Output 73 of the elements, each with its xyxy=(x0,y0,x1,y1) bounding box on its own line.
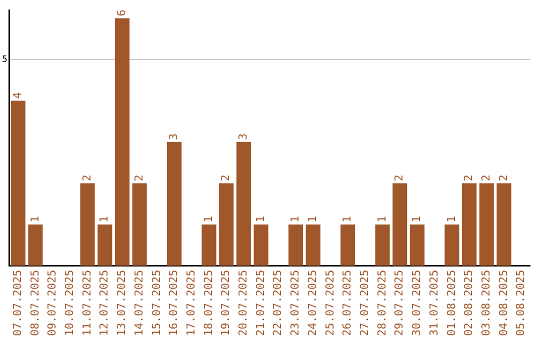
data-label: 6 xyxy=(115,10,128,16)
x-tick-label: 19.07.2025 xyxy=(219,270,232,336)
bar xyxy=(132,183,147,266)
data-label: 4 xyxy=(10,92,24,99)
bar xyxy=(219,183,234,266)
x-tick-label: 08.07.2025 xyxy=(28,270,42,336)
bar xyxy=(166,142,182,266)
x-tick-label: 28.07.2025 xyxy=(375,270,388,336)
bar xyxy=(98,224,112,266)
data-label: 2 xyxy=(479,174,492,182)
data-label: 1 xyxy=(306,216,319,223)
x-tick-label: 30.07.2025 xyxy=(410,270,424,336)
y-tick-label: 5 xyxy=(2,54,8,65)
data-label: 2 xyxy=(392,174,406,182)
data-label: 2 xyxy=(80,174,94,182)
x-tick-label: 10.07.2025 xyxy=(63,270,76,336)
bar xyxy=(10,100,26,266)
x-tick-label: 21.07.2025 xyxy=(254,270,267,336)
bar xyxy=(114,18,130,266)
x-tick-label: 13.07.2025 xyxy=(115,270,128,336)
bar xyxy=(444,224,460,266)
data-label: 1 xyxy=(288,216,302,223)
data-label: 3 xyxy=(236,133,250,140)
x-tick-label: 09.07.2025 xyxy=(46,270,59,336)
x-tick-label: 05.08.2025 xyxy=(514,270,528,336)
bar xyxy=(462,183,477,266)
x-tick-label: 23.07.2025 xyxy=(288,270,302,336)
x-tick-label: 22.07.2025 xyxy=(271,270,284,336)
x-tick-label: 12.07.2025 xyxy=(98,270,111,336)
x-tick-label: 02.08.2025 xyxy=(462,270,476,336)
data-label: 1 xyxy=(98,216,111,223)
data-label: 1 xyxy=(375,216,388,223)
data-label: 2 xyxy=(132,174,146,182)
bar xyxy=(236,142,251,266)
data-label: 1 xyxy=(254,216,267,223)
bar xyxy=(375,224,390,266)
x-tick-label: 11.07.2025 xyxy=(80,270,94,336)
bar xyxy=(479,183,494,266)
x-tick-label: 25.07.2025 xyxy=(323,270,336,336)
data-label: 3 xyxy=(167,133,180,140)
bar xyxy=(496,183,512,266)
x-tick-label: 31.07.2025 xyxy=(427,270,440,336)
x-tick-label: 17.07.2025 xyxy=(184,270,198,336)
x-tick-label: 18.07.2025 xyxy=(202,270,215,336)
bar xyxy=(340,224,356,266)
x-tick-label: 01.08.2025 xyxy=(444,270,458,336)
bar xyxy=(288,224,304,266)
bar xyxy=(410,224,424,266)
data-label: 1 xyxy=(410,216,424,223)
data-label: 1 xyxy=(340,216,354,223)
bar xyxy=(28,224,43,266)
data-label: 1 xyxy=(444,216,458,223)
bar xyxy=(306,224,320,266)
x-tick-label: 15.07.2025 xyxy=(150,270,163,336)
x-tick-label: 04.08.2025 xyxy=(496,270,510,336)
x-tick-label: 26.07.2025 xyxy=(340,270,354,336)
data-label: 1 xyxy=(28,216,42,223)
x-tick-label: 29.07.2025 xyxy=(392,270,406,336)
bar xyxy=(80,183,95,266)
x-tick-label: 27.07.2025 xyxy=(358,270,372,336)
data-label: 2 xyxy=(219,174,232,182)
bar xyxy=(202,224,216,266)
x-tick-label: 03.08.2025 xyxy=(479,270,492,336)
bar xyxy=(254,224,268,266)
x-tick-label: 20.07.2025 xyxy=(236,270,250,336)
data-label: 1 xyxy=(202,216,215,223)
x-tick-label: 16.07.2025 xyxy=(167,270,180,336)
bar xyxy=(392,183,408,266)
x-tick-label: 07.07.2025 xyxy=(10,270,24,336)
x-tick-label: 24.07.2025 xyxy=(306,270,319,336)
x-tick-label: 14.07.2025 xyxy=(132,270,146,336)
data-label: 2 xyxy=(462,174,476,182)
data-label: 2 xyxy=(496,174,510,182)
